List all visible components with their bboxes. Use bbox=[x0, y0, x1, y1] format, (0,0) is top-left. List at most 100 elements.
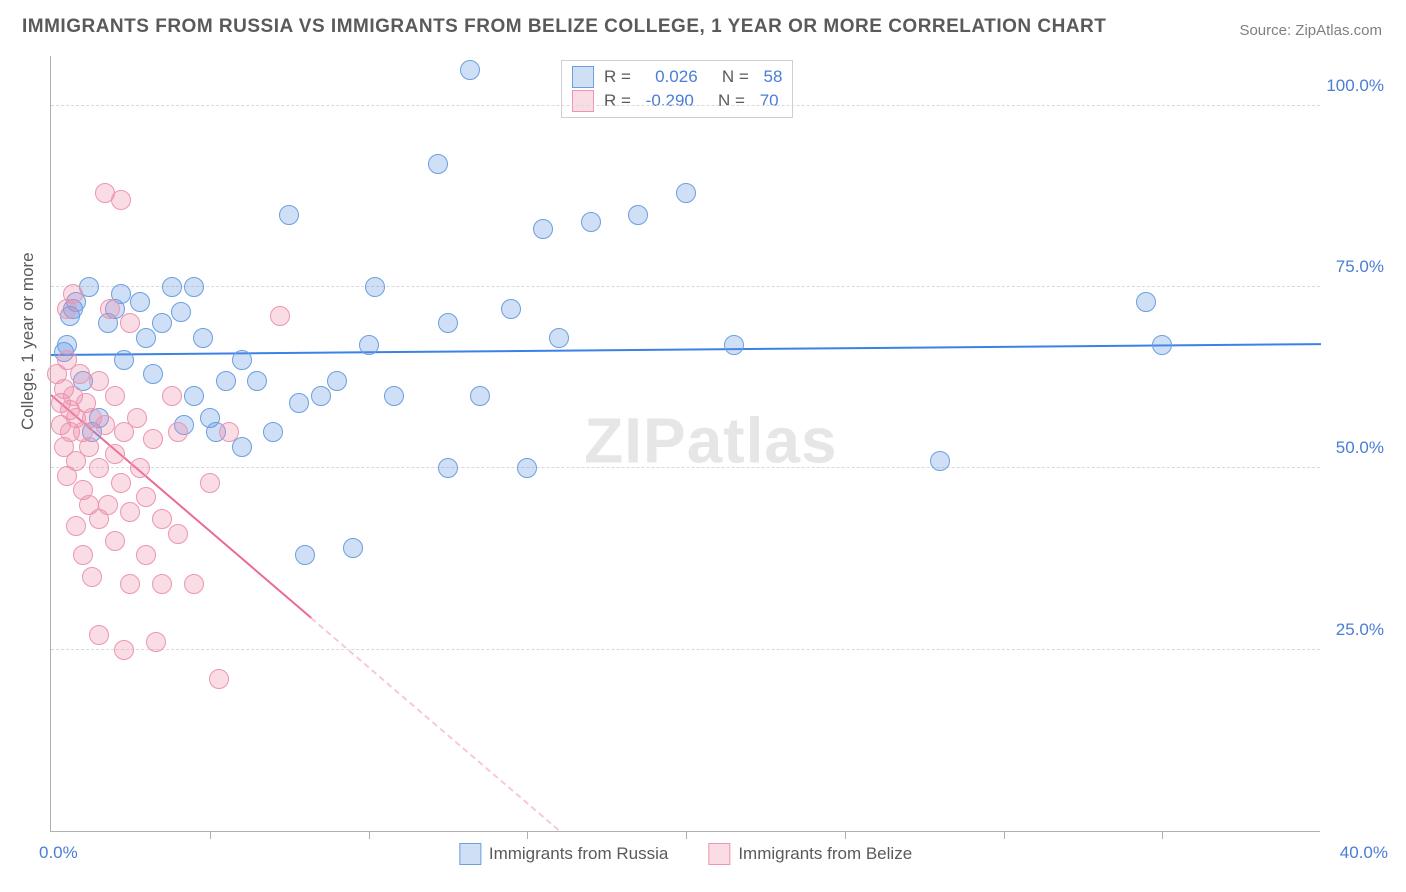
n-label: N = bbox=[704, 91, 745, 111]
data-point bbox=[501, 299, 521, 319]
data-point bbox=[136, 545, 156, 565]
data-point bbox=[152, 509, 172, 529]
y-axis-label: College, 1 year or more bbox=[18, 252, 38, 430]
data-point bbox=[470, 386, 490, 406]
data-point bbox=[70, 364, 90, 384]
gridline bbox=[51, 105, 1320, 106]
data-point bbox=[1152, 335, 1172, 355]
legend-swatch-blue bbox=[459, 843, 481, 865]
x-tick bbox=[369, 831, 370, 839]
data-point bbox=[168, 422, 188, 442]
x-axis-max-label: 40.0% bbox=[1340, 843, 1388, 863]
data-point bbox=[365, 277, 385, 297]
data-point bbox=[200, 473, 220, 493]
data-point bbox=[343, 538, 363, 558]
data-point bbox=[105, 531, 125, 551]
x-tick bbox=[1004, 831, 1005, 839]
data-point bbox=[89, 458, 109, 478]
legend-item-belize: Immigrants from Belize bbox=[708, 843, 912, 865]
data-point bbox=[105, 444, 125, 464]
legend-row-russia: R = 0.026 N = 58 bbox=[572, 65, 782, 89]
data-point bbox=[438, 458, 458, 478]
data-point bbox=[146, 632, 166, 652]
gridline bbox=[51, 286, 1320, 287]
legend-row-belize: R = -0.290 N = 70 bbox=[572, 89, 782, 113]
data-point bbox=[581, 212, 601, 232]
data-point bbox=[120, 574, 140, 594]
gridline bbox=[51, 649, 1320, 650]
x-tick bbox=[1162, 831, 1163, 839]
chart-title: IMMIGRANTS FROM RUSSIA VS IMMIGRANTS FRO… bbox=[22, 16, 1106, 38]
data-point bbox=[114, 350, 134, 370]
data-point bbox=[247, 371, 267, 391]
data-point bbox=[130, 292, 150, 312]
data-point bbox=[270, 306, 290, 326]
data-point bbox=[295, 545, 315, 565]
data-point bbox=[162, 386, 182, 406]
data-point bbox=[73, 545, 93, 565]
y-tick-label: 100.0% bbox=[1326, 76, 1384, 96]
data-point bbox=[219, 422, 239, 442]
data-point bbox=[359, 335, 379, 355]
scatter-plot-area: ZIPatlas R = 0.026 N = 58 R = -0.290 N =… bbox=[50, 56, 1320, 832]
watermark: ZIPatlas bbox=[584, 403, 837, 477]
data-point bbox=[105, 386, 125, 406]
data-point bbox=[184, 386, 204, 406]
data-point bbox=[89, 371, 109, 391]
data-point bbox=[549, 328, 569, 348]
r-label: R = bbox=[604, 91, 631, 111]
data-point bbox=[89, 625, 109, 645]
data-point bbox=[100, 299, 120, 319]
r-value: 0.026 bbox=[641, 67, 698, 87]
legend-swatch-pink bbox=[572, 90, 594, 112]
data-point bbox=[136, 328, 156, 348]
data-point bbox=[130, 458, 150, 478]
legend-item-russia: Immigrants from Russia bbox=[459, 843, 668, 865]
data-point bbox=[279, 205, 299, 225]
legend-label: Immigrants from Russia bbox=[489, 844, 668, 864]
y-tick-label: 75.0% bbox=[1336, 257, 1384, 277]
correlation-legend: R = 0.026 N = 58 R = -0.290 N = 70 bbox=[561, 60, 793, 118]
data-point bbox=[724, 335, 744, 355]
data-point bbox=[232, 350, 252, 370]
data-point bbox=[533, 219, 553, 239]
data-point bbox=[460, 60, 480, 80]
data-point bbox=[289, 393, 309, 413]
data-point bbox=[428, 154, 448, 174]
data-point bbox=[136, 487, 156, 507]
x-tick bbox=[686, 831, 687, 839]
data-point bbox=[95, 415, 115, 435]
data-point bbox=[1136, 292, 1156, 312]
data-point bbox=[168, 524, 188, 544]
x-tick bbox=[210, 831, 211, 839]
data-point bbox=[676, 183, 696, 203]
data-point bbox=[193, 328, 213, 348]
data-point bbox=[216, 371, 236, 391]
y-tick-label: 50.0% bbox=[1336, 438, 1384, 458]
data-point bbox=[66, 516, 86, 536]
data-point bbox=[120, 313, 140, 333]
n-value: 70 bbox=[755, 91, 779, 111]
gridline bbox=[51, 467, 1320, 468]
data-point bbox=[384, 386, 404, 406]
legend-swatch-blue bbox=[572, 66, 594, 88]
data-point bbox=[114, 640, 134, 660]
data-point bbox=[82, 567, 102, 587]
data-point bbox=[111, 190, 131, 210]
series-legend: Immigrants from Russia Immigrants from B… bbox=[459, 843, 912, 865]
data-point bbox=[98, 495, 118, 515]
data-point bbox=[184, 277, 204, 297]
data-point bbox=[171, 302, 191, 322]
data-point bbox=[930, 451, 950, 471]
r-value: -0.290 bbox=[641, 91, 694, 111]
legend-swatch-pink bbox=[708, 843, 730, 865]
source-label: Source: ZipAtlas.com bbox=[1239, 22, 1382, 39]
n-value: 58 bbox=[759, 67, 783, 87]
data-point bbox=[209, 669, 229, 689]
data-point bbox=[79, 437, 99, 457]
data-point bbox=[438, 313, 458, 333]
data-point bbox=[628, 205, 648, 225]
x-tick bbox=[527, 831, 528, 839]
x-axis-min-label: 0.0% bbox=[39, 843, 78, 863]
data-point bbox=[63, 284, 83, 304]
